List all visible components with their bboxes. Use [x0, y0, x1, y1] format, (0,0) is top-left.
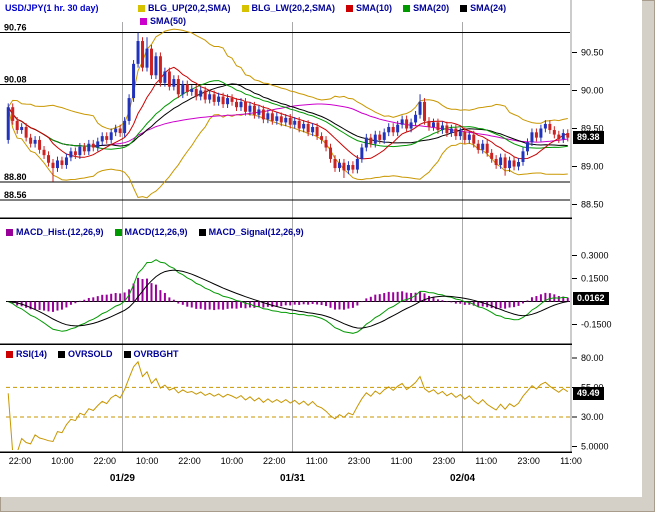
candles-layer — [6, 32, 570, 182]
legend-label: SMA(24) — [470, 3, 507, 13]
legend-label: BLG_UP(20,2,SMA) — [148, 3, 231, 13]
grid-layer — [0, 0, 572, 453]
sma10-swatch-icon — [346, 4, 354, 12]
svg-text:22:00: 22:00 — [178, 456, 201, 466]
macd-signal-swatch-icon — [198, 228, 206, 236]
svg-text:90.76: 90.76 — [4, 23, 27, 33]
macd-badge: 0.0162 — [573, 292, 609, 305]
svg-text:90.00: 90.00 — [581, 85, 604, 95]
legend-item-sma-10: SMA(10) — [346, 3, 392, 13]
legend-item-ovrbght: OVRBGHT — [123, 349, 179, 359]
legend-label: MACD_Signal(12,26,9) — [208, 227, 304, 237]
macd-hist-swatch-icon — [6, 228, 13, 236]
ovrsold-swatch-icon — [58, 350, 66, 358]
svg-text:5.0000: 5.0000 — [581, 441, 609, 451]
page-title: USD/JPY(1 hr. 30 day) — [5, 3, 99, 13]
svg-text:11:00: 11:00 — [306, 456, 328, 466]
svg-text:02/04: 02/04 — [450, 473, 475, 484]
legend-label: MACD(12,26,9) — [124, 227, 188, 237]
blg-lw-swatch-icon — [241, 4, 249, 12]
svg-text:01/31: 01/31 — [280, 473, 305, 484]
svg-text:23:00: 23:00 — [348, 456, 371, 466]
legend-label: SMA(10) — [356, 3, 393, 13]
legend-item-blg-up: BLG_UP(20,2,SMA) — [138, 3, 231, 13]
macd-panel — [6, 259, 570, 334]
svg-text:90.50: 90.50 — [581, 47, 604, 57]
svg-text:01/29: 01/29 — [110, 473, 135, 484]
legend-item-blg-lw: BLG_LW(20,2,SMA) — [241, 3, 336, 13]
legend-item-ovrsold: OVRSOLD — [58, 349, 113, 359]
svg-text:89.00: 89.00 — [581, 162, 604, 172]
legend-item-macd-signal: MACD_Signal(12,26,9) — [198, 227, 304, 237]
svg-text:88.56: 88.56 — [4, 190, 27, 200]
legend-label: MACD_Hist.(12,26,9) — [16, 227, 104, 237]
macd-line-swatch-icon — [114, 228, 122, 236]
svg-text:23:00: 23:00 — [433, 456, 456, 466]
legend-label: OVRSOLD — [68, 349, 113, 359]
legend-label: RSI(14) — [16, 349, 48, 359]
legend-label: SMA(20) — [413, 3, 450, 13]
ovrbght-swatch-icon — [123, 350, 131, 358]
svg-text:80.00: 80.00 — [581, 353, 604, 363]
svg-text:-0.1500: -0.1500 — [581, 320, 612, 330]
legend-item-macd-hist: MACD_Hist.(12,26,9) — [6, 227, 104, 237]
svg-text:10:00: 10:00 — [51, 456, 74, 466]
price-legend-row-2: SMA(50) — [140, 16, 186, 26]
price-badge: 89.38 — [573, 131, 604, 144]
xaxis-layer: 22:00 10:00 22:00 10:00 22:00 10:00 22:00 11:00… — [9, 456, 582, 484]
rsi-panel — [6, 360, 570, 450]
blg-up-swatch-icon — [138, 4, 145, 12]
svg-text:10:00: 10:00 — [136, 456, 159, 466]
svg-text:90.08: 90.08 — [4, 74, 27, 84]
legend-item-rsi: RSI(14) — [6, 349, 47, 359]
rsi-legend: RSI(14) OVRSOLD OVRBGHT — [6, 349, 179, 359]
axis-layer: 90.50 90.00 89.50 89.00 88.50 0.3000 0.1500 -0.… — [572, 47, 612, 451]
sma24-swatch-icon — [460, 4, 468, 12]
sma20-swatch-icon — [403, 4, 411, 12]
svg-text:10:00: 10:00 — [221, 456, 244, 466]
price-legend-row-1: BLG_UP(20,2,SMA) BLG_LW(20,2,SMA) SMA(10… — [138, 3, 506, 13]
legend-item-sma-50: SMA(50) — [140, 16, 186, 26]
macd-legend: MACD_Hist.(12,26,9) MACD(12,26,9) MACD_S… — [6, 227, 304, 237]
legend-label: BLG_LW(20,2,SMA) — [251, 3, 336, 13]
svg-text:22:00: 22:00 — [263, 456, 286, 466]
legend-item-macd-line: MACD(12,26,9) — [114, 227, 188, 237]
svg-text:0.3000: 0.3000 — [581, 250, 609, 260]
price-panel: 90.76 90.08 88.80 88.56 — [0, 23, 570, 201]
svg-text:88.80: 88.80 — [4, 172, 27, 182]
svg-text:89.50: 89.50 — [581, 124, 604, 134]
legend-item-sma-20: SMA(20) — [403, 3, 449, 13]
sma50-swatch-icon — [140, 17, 147, 25]
svg-text:11:00: 11:00 — [391, 456, 413, 466]
svg-text:0.1500: 0.1500 — [581, 273, 609, 283]
svg-text:30.00: 30.00 — [581, 412, 604, 422]
svg-text:22:00: 22:00 — [94, 456, 117, 466]
svg-text:11:00: 11:00 — [475, 456, 497, 466]
svg-text:22:00: 22:00 — [9, 456, 32, 466]
rsi-badge: 49.49 — [573, 387, 604, 400]
legend-label: OVRBGHT — [133, 349, 179, 359]
legend-item-sma-24: SMA(24) — [460, 3, 506, 13]
legend-label: SMA(50) — [150, 16, 187, 26]
svg-text:88.50: 88.50 — [581, 200, 604, 210]
svg-text:11:00: 11:00 — [560, 456, 582, 466]
svg-text:23:00: 23:00 — [517, 456, 540, 466]
rsi-swatch-icon — [6, 350, 13, 358]
